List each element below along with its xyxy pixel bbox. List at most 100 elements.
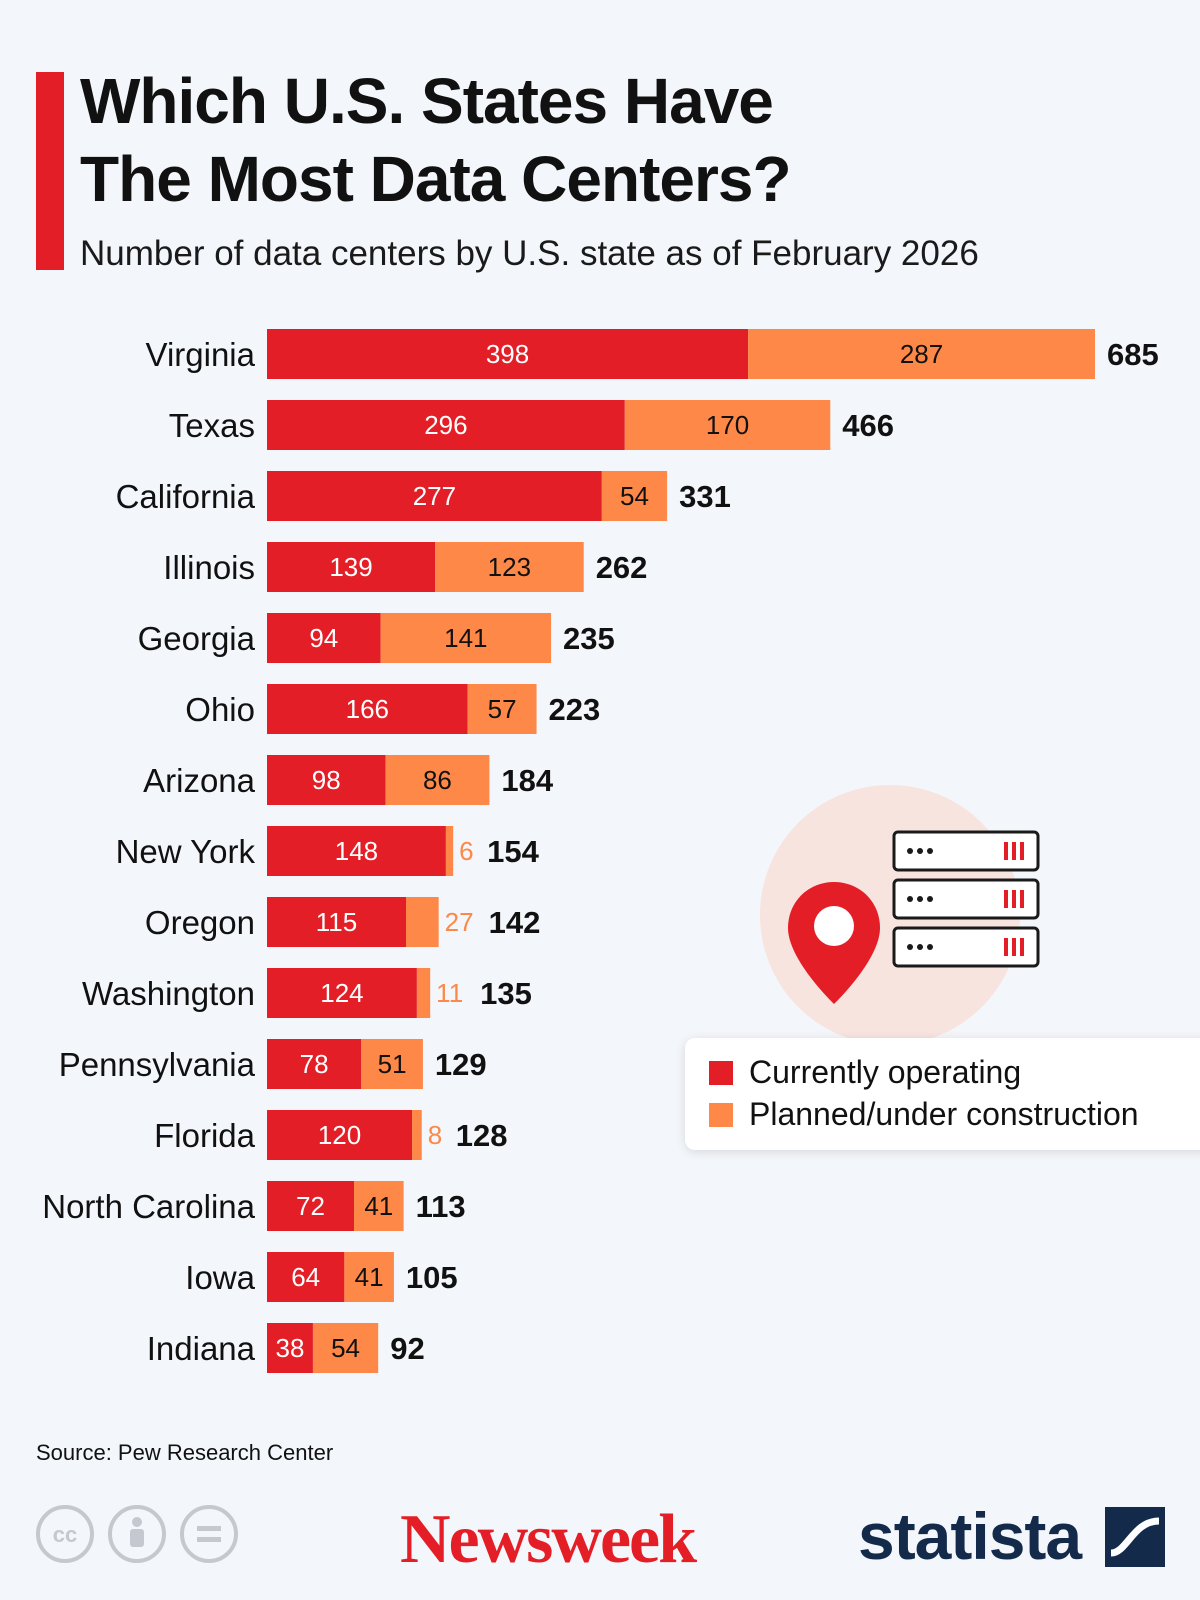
data-label-operating-north-carolina: 72 — [296, 1191, 325, 1221]
category-label-virginia: Virginia — [146, 336, 256, 373]
category-label-new-york: New York — [116, 833, 256, 870]
legend-label-planned: Planned/under construction — [749, 1096, 1139, 1132]
bar-operating-california — [267, 471, 602, 521]
bar-planned-new-york — [445, 826, 454, 876]
data-label-operating-washington: 124 — [320, 978, 363, 1008]
bar-planned-florida — [412, 1110, 422, 1160]
location-pin-icon — [788, 882, 880, 1004]
data-label-planned-illinois: 123 — [488, 552, 531, 582]
category-label-north-carolina: North Carolina — [42, 1188, 255, 1225]
bar-planned-pennsylvania — [361, 1039, 423, 1089]
total-label-virginia: 685 — [1107, 337, 1159, 372]
total-label-washington: 135 — [480, 976, 532, 1011]
total-label-florida: 128 — [456, 1118, 508, 1153]
total-label-iowa: 105 — [406, 1260, 458, 1295]
data-label-operating-texas: 296 — [424, 410, 467, 440]
total-label-pennsylvania: 129 — [435, 1047, 487, 1082]
data-label-operating-oregon: 115 — [316, 907, 357, 937]
title-line-2: The Most Data Centers? — [80, 143, 792, 215]
data-label-planned-georgia: 141 — [444, 623, 487, 653]
data-label-operating-pennsylvania: 78 — [300, 1049, 329, 1079]
legend: Currently operating Planned/under constr… — [685, 1038, 1200, 1150]
statista-logo-icon — [1105, 1507, 1165, 1567]
category-label-washington: Washington — [82, 975, 255, 1012]
category-label-indiana: Indiana — [147, 1330, 256, 1367]
bar-planned-washington — [416, 968, 431, 1018]
chart-subtitle: Number of data centers by U.S. state as … — [80, 234, 979, 273]
bar-operating-north-carolina — [267, 1181, 355, 1231]
total-label-new-york: 154 — [487, 834, 539, 869]
bar-planned-georgia — [380, 613, 552, 663]
bar-planned-california — [601, 471, 668, 521]
server-rack-icon — [892, 830, 1040, 968]
total-label-ohio: 223 — [549, 692, 601, 727]
legend-item-planned: Planned/under construction — [709, 1096, 1139, 1133]
data-label-operating-indiana: 38 — [276, 1333, 305, 1363]
attribution-icon — [108, 1505, 166, 1563]
bar-operating-washington — [267, 968, 417, 1018]
legend-label-operating: Currently operating — [749, 1054, 1022, 1090]
category-label-texas: Texas — [169, 407, 255, 444]
data-label-planned-washington: 11 — [436, 978, 463, 1008]
bar-operating-iowa — [267, 1252, 345, 1302]
legend-swatch-operating — [709, 1060, 733, 1085]
bar-operating-texas — [267, 400, 625, 450]
data-label-operating-ohio: 166 — [346, 694, 389, 724]
total-label-north-carolina: 113 — [416, 1189, 466, 1224]
bar-operating-arizona — [267, 755, 386, 805]
bar-operating-pennsylvania — [267, 1039, 362, 1089]
total-label-texas: 466 — [842, 408, 894, 443]
data-label-planned-new-york: 6 — [459, 836, 473, 866]
bar-planned-indiana — [312, 1323, 379, 1373]
bar-planned-illinois — [435, 542, 584, 592]
no-derivatives-icon — [180, 1505, 238, 1563]
bar-planned-iowa — [344, 1252, 394, 1302]
data-label-operating-illinois: 139 — [329, 552, 372, 582]
bar-planned-texas — [624, 400, 831, 450]
data-label-operating-arizona: 98 — [312, 765, 341, 795]
data-label-planned-california: 54 — [620, 481, 649, 511]
title-line-1: Which U.S. States Have — [80, 65, 774, 137]
data-label-planned-florida: 8 — [428, 1120, 442, 1150]
data-label-planned-ohio: 57 — [488, 694, 517, 724]
data-label-planned-iowa: 41 — [355, 1262, 384, 1292]
chart-title: Which U.S. States Have The Most Data Cen… — [80, 62, 980, 218]
data-label-planned-pennsylvania: 51 — [378, 1049, 407, 1079]
data-label-operating-georgia: 94 — [309, 623, 338, 653]
data-label-planned-indiana: 54 — [331, 1333, 360, 1363]
total-label-georgia: 235 — [563, 621, 615, 656]
category-label-pennsylvania: Pennsylvania — [59, 1046, 256, 1083]
category-label-california: California — [116, 478, 256, 515]
total-label-illinois: 262 — [596, 550, 648, 585]
bar-operating-georgia — [267, 613, 381, 663]
category-label-iowa: Iowa — [185, 1259, 255, 1296]
data-label-operating-florida: 120 — [318, 1120, 361, 1150]
total-label-oregon: 142 — [489, 905, 541, 940]
category-label-illinois: Illinois — [163, 549, 255, 586]
category-label-arizona: Arizona — [143, 762, 256, 799]
source-note: Source: Pew Research Center — [36, 1440, 334, 1465]
newsweek-logo: Newsweek — [400, 1501, 697, 1578]
bar-operating-new-york — [267, 826, 446, 876]
data-label-operating-iowa: 64 — [291, 1262, 320, 1292]
data-label-planned-arizona: 86 — [423, 765, 452, 795]
bar-operating-illinois — [267, 542, 436, 592]
title-accent-bar — [36, 72, 64, 270]
total-label-arizona: 184 — [501, 763, 553, 798]
cc-label: cc — [52, 1522, 78, 1547]
category-label-oregon: Oregon — [145, 904, 255, 941]
category-label-ohio: Ohio — [185, 691, 255, 728]
bar-operating-oregon — [267, 897, 407, 947]
legend-item-operating: Currently operating — [709, 1054, 1021, 1091]
data-label-operating-virginia: 398 — [486, 339, 529, 369]
bar-chart: Virginia 398 287 685 Texas 296 170 466 Californi… — [42, 329, 1159, 1373]
bar-planned-virginia — [748, 329, 1095, 379]
data-label-planned-north-carolina: 41 — [364, 1191, 393, 1221]
total-label-california: 331 — [679, 479, 731, 514]
category-label-georgia: Georgia — [138, 620, 256, 657]
bar-operating-virginia — [267, 329, 749, 379]
bar-operating-ohio — [267, 684, 468, 734]
creative-commons-icon: cc — [36, 1505, 94, 1563]
bar-operating-indiana — [267, 1323, 313, 1373]
data-label-operating-new-york: 148 — [335, 836, 378, 866]
